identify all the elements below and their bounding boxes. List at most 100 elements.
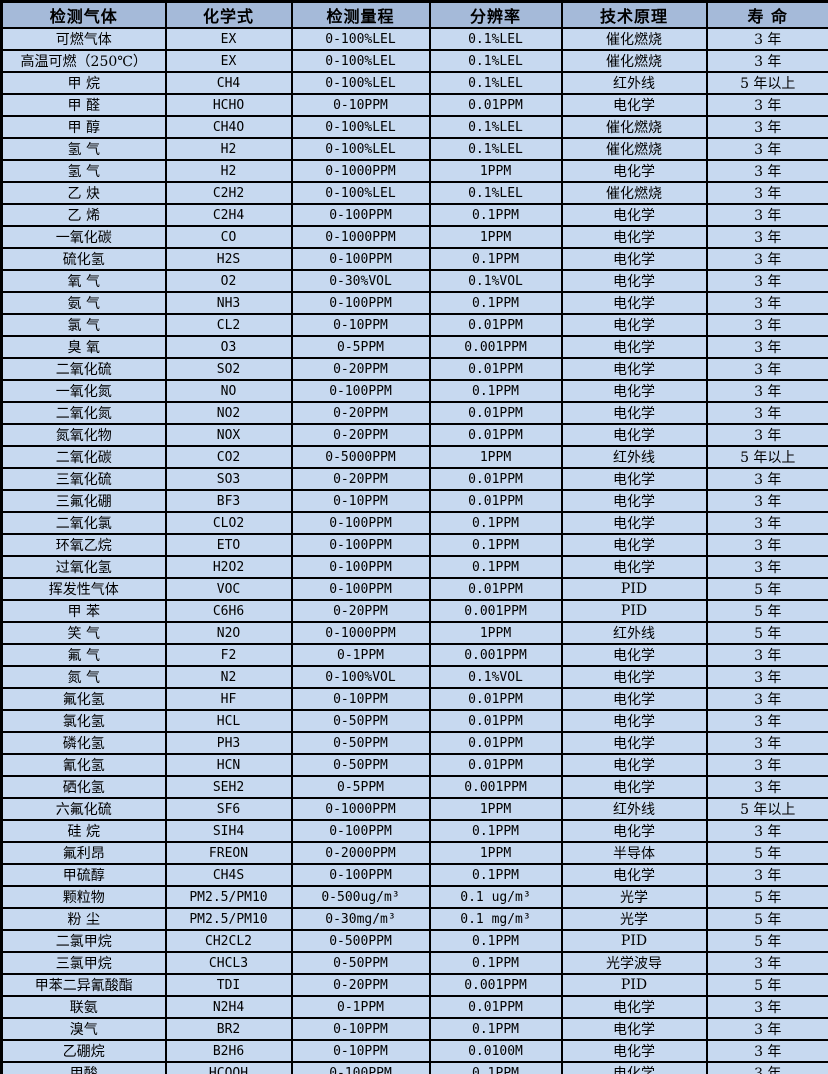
cell-range: 0-30%VOL [290,269,431,293]
cell-lifespan: 3 年 [705,665,828,689]
cell-principle: 电化学 [560,357,708,381]
cell-principle: 电化学 [560,269,708,293]
cell-resolution: 0.001PPM [428,335,563,359]
cell-lifespan: 3 年 [705,313,828,337]
cell-formula: BR2 [164,1017,293,1041]
cell-formula: CH4O [164,115,293,139]
cell-principle: 电化学 [560,489,708,513]
col-header-gas: 检测气体 [0,0,167,29]
cell-gas: 甲苯二异氰酸酯 [0,973,167,997]
cell-principle: 红外线 [560,71,708,95]
table-row: 环氧乙烷 ETO 0-100PPM 0.1PPM 电化学 3 年 [0,533,828,557]
cell-lifespan: 3 年 [705,1017,828,1041]
table-row: 甲 烷 CH4 0-100%LEL 0.1%LEL 红外线 5 年以上 [0,71,828,95]
cell-gas: 笑 气 [0,621,167,645]
cell-gas: 磷化氢 [0,731,167,755]
cell-resolution: 0.1 ug/m³ [428,885,563,909]
cell-range: 0-2000PPM [290,841,431,865]
cell-principle: 光学波导 [560,951,708,975]
cell-lifespan: 3 年 [705,93,828,117]
table-row: 乙 炔 C2H2 0-100%LEL 0.1%LEL 催化燃烧 3 年 [0,181,828,205]
cell-range: 0-1000PPM [290,797,431,821]
table-row: 甲苯二异氰酸酯 TDI 0-20PPM 0.001PPM PID 5 年 [0,973,828,997]
cell-range: 0-50PPM [290,731,431,755]
cell-resolution: 0.1%LEL [428,49,563,73]
cell-lifespan: 3 年 [705,247,828,271]
cell-range: 0-100PPM [290,819,431,843]
cell-formula: SEH2 [164,775,293,799]
cell-lifespan: 5 年 [705,973,828,997]
cell-resolution: 0.1PPM [428,533,563,557]
table-row: 粉 尘 PM2.5/PM10 0-30mg/m³ 0.1 mg/m³ 光学 5 年 [0,907,828,931]
cell-formula: HCOOH [164,1061,293,1074]
cell-lifespan: 5 年 [705,599,828,623]
cell-range: 0-100%LEL [290,27,431,51]
cell-resolution: 0.01PPM [428,423,563,447]
cell-lifespan: 5 年 [705,841,828,865]
cell-principle: 光学 [560,885,708,909]
cell-formula: ETO [164,533,293,557]
table-row: 甲 醇 CH4O 0-100%LEL 0.1%LEL 催化燃烧 3 年 [0,115,828,139]
cell-gas: 三氟化硼 [0,489,167,513]
cell-formula: VOC [164,577,293,601]
cell-resolution: 0.1PPM [428,247,563,271]
cell-lifespan: 3 年 [705,709,828,733]
table-row: 高温可燃（250℃） EX 0-100%LEL 0.1%LEL 催化燃烧 3 年 [0,49,828,73]
cell-formula: HCN [164,753,293,777]
table-row: 一氧化碳 CO 0-1000PPM 1PPM 电化学 3 年 [0,225,828,249]
cell-lifespan: 3 年 [705,731,828,755]
cell-principle: 催化燃烧 [560,181,708,205]
cell-gas: 氢 气 [0,137,167,161]
cell-resolution: 1PPM [428,621,563,645]
cell-gas: 高温可燃（250℃） [0,49,167,73]
cell-principle: 电化学 [560,1039,708,1063]
cell-lifespan: 3 年 [705,401,828,425]
cell-principle: 电化学 [560,203,708,227]
table-row: 三氟化硼 BF3 0-10PPM 0.01PPM 电化学 3 年 [0,489,828,513]
cell-principle: 电化学 [560,687,708,711]
cell-resolution: 0.1PPM [428,819,563,843]
cell-formula: F2 [164,643,293,667]
cell-range: 0-10PPM [290,489,431,513]
cell-lifespan: 3 年 [705,489,828,513]
cell-lifespan: 3 年 [705,995,828,1019]
cell-range: 0-5PPM [290,775,431,799]
table-row: 氧 气 O2 0-30%VOL 0.1%VOL 电化学 3 年 [0,269,828,293]
cell-lifespan: 3 年 [705,115,828,139]
cell-principle: 红外线 [560,445,708,469]
cell-range: 0-1000PPM [290,621,431,645]
cell-range: 0-10PPM [290,1039,431,1063]
cell-formula: FREON [164,841,293,865]
cell-formula: EX [164,49,293,73]
cell-range: 0-500ug/m³ [290,885,431,909]
table-row: 二氧化碳 CO2 0-5000PPM 1PPM 红外线 5 年以上 [0,445,828,469]
cell-resolution: 0.01PPM [428,489,563,513]
cell-lifespan: 3 年 [705,863,828,887]
cell-lifespan: 5 年 [705,885,828,909]
cell-lifespan: 5 年以上 [705,71,828,95]
cell-lifespan: 3 年 [705,687,828,711]
cell-gas: 氰化氢 [0,753,167,777]
cell-formula: N2O [164,621,293,645]
cell-range: 0-30mg/m³ [290,907,431,931]
cell-principle: 电化学 [560,159,708,183]
cell-gas: 乙 炔 [0,181,167,205]
cell-resolution: 0.1%VOL [428,665,563,689]
cell-principle: 电化学 [560,533,708,557]
cell-gas: 氯化氢 [0,709,167,733]
cell-lifespan: 3 年 [705,423,828,447]
cell-formula: EX [164,27,293,51]
cell-resolution: 0.1%LEL [428,115,563,139]
cell-formula: SF6 [164,797,293,821]
cell-gas: 粉 尘 [0,907,167,931]
cell-principle: 电化学 [560,995,708,1019]
table-row: 氟 气 F2 0-1PPM 0.001PPM 电化学 3 年 [0,643,828,667]
cell-resolution: 0.1%LEL [428,181,563,205]
cell-lifespan: 3 年 [705,511,828,535]
table-row: 三氧化硫 SO3 0-20PPM 0.01PPM 电化学 3 年 [0,467,828,491]
cell-lifespan: 3 年 [705,555,828,579]
cell-resolution: 0.01PPM [428,313,563,337]
cell-resolution: 0.01PPM [428,687,563,711]
cell-range: 0-10PPM [290,1017,431,1041]
